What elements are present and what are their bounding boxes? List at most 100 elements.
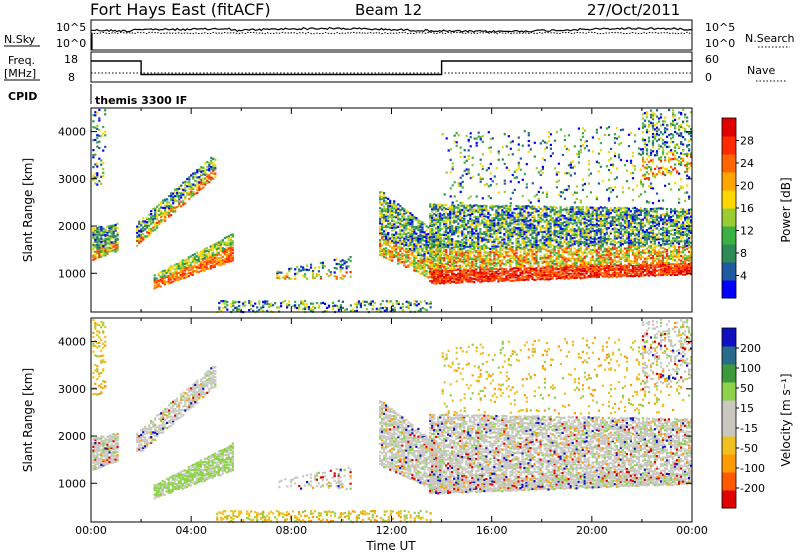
echo-cell (531, 225, 534, 228)
echo-cell (154, 209, 157, 212)
echo-cell (485, 209, 488, 212)
echo-cell (551, 209, 554, 212)
echo-cell (395, 206, 398, 209)
echo-cell (457, 276, 460, 279)
echo-cell (227, 258, 230, 262)
echo-cell (627, 271, 630, 274)
echo-cell (449, 205, 452, 209)
echo-cell (383, 230, 386, 233)
echo-cell (102, 227, 105, 230)
echo-cell (587, 244, 590, 248)
echo-cell (545, 206, 548, 209)
echo-cell (555, 221, 558, 224)
echo-cell (549, 273, 552, 276)
echo-cell (567, 225, 570, 228)
echo-cell (463, 245, 466, 248)
echo-cell (278, 275, 281, 278)
echo-cell (551, 276, 554, 279)
echo-cell (613, 218, 616, 221)
echo-cell (417, 260, 420, 263)
echo-cell (495, 232, 498, 235)
echo-cell (164, 213, 167, 216)
echo-cell (449, 214, 452, 218)
echo-cell (463, 261, 466, 264)
echo-cell (483, 269, 486, 272)
echo-cell (527, 270, 530, 273)
echo-cell (521, 272, 524, 275)
echo-cell (479, 258, 482, 261)
echo-cell (565, 272, 568, 275)
echo-cell (623, 232, 626, 235)
echo-cell (463, 206, 466, 209)
echo-cell (461, 271, 464, 274)
echo-cell (298, 308, 301, 311)
echo-cell (427, 258, 430, 261)
echo-cell (523, 267, 526, 270)
echo-cell (515, 244, 518, 247)
echo-cell (595, 212, 598, 216)
echo-cell (603, 233, 606, 236)
echo-cell (495, 213, 498, 216)
echo-cell (547, 249, 550, 253)
echo-cell (481, 271, 484, 274)
echo-cell (545, 208, 548, 211)
echo-cell (593, 250, 596, 253)
echo-cell (625, 224, 628, 228)
echo-cell (565, 276, 568, 279)
echo-cell (437, 276, 440, 279)
echo-cell (527, 240, 530, 243)
echo-cell (423, 259, 426, 262)
echo-cell (303, 306, 307, 309)
echo-cell (401, 233, 404, 236)
echo-cell (393, 236, 396, 239)
echo-cell (637, 256, 640, 259)
echo-cell (517, 269, 520, 272)
echo-cell (383, 196, 386, 200)
echo-cell (479, 271, 482, 274)
echo-cell (613, 209, 616, 212)
echo-cell (211, 261, 214, 264)
echo-cell (591, 206, 594, 209)
echo-cell (339, 304, 342, 307)
echo-cell (595, 250, 598, 253)
echo-cell (387, 197, 390, 200)
echo-cell (519, 214, 522, 217)
echo-cell (587, 261, 590, 264)
echo-cell (601, 214, 604, 217)
noise-left-label: N.Sky (4, 33, 36, 46)
echo-cell (517, 259, 520, 262)
echo-cell (110, 232, 113, 235)
echo-cell (146, 235, 149, 238)
echo-cell (192, 187, 195, 190)
echo-cell (405, 228, 408, 231)
echo-cell (509, 250, 512, 253)
echo-cell (627, 260, 630, 263)
echo-cell (217, 243, 220, 246)
echo-cell (443, 213, 446, 216)
echo-cell (413, 226, 416, 229)
echo-cell (439, 215, 442, 218)
echo-cell (543, 214, 546, 217)
echo-cell (631, 217, 634, 220)
echo-cell (673, 266, 677, 269)
echo-cell (473, 204, 476, 207)
echo-cell (455, 213, 458, 216)
echo-cell (100, 229, 103, 232)
echo-cell (311, 308, 315, 312)
echo-cell (509, 213, 512, 216)
echo-cell (555, 264, 558, 267)
echo-cell (519, 277, 522, 280)
echo-cell (535, 269, 538, 272)
echo-cell (381, 223, 384, 226)
echo-cell (633, 243, 636, 246)
echo-cell (203, 250, 206, 253)
echo-cell (451, 264, 454, 268)
echo-cell (605, 223, 608, 226)
echo-cell (483, 238, 486, 241)
echo-cell (491, 240, 494, 244)
echo-cell (423, 266, 426, 269)
echo-cell (539, 228, 542, 231)
echo-cell (423, 235, 426, 238)
echo-cell (583, 240, 586, 244)
echo-cell (475, 227, 478, 230)
